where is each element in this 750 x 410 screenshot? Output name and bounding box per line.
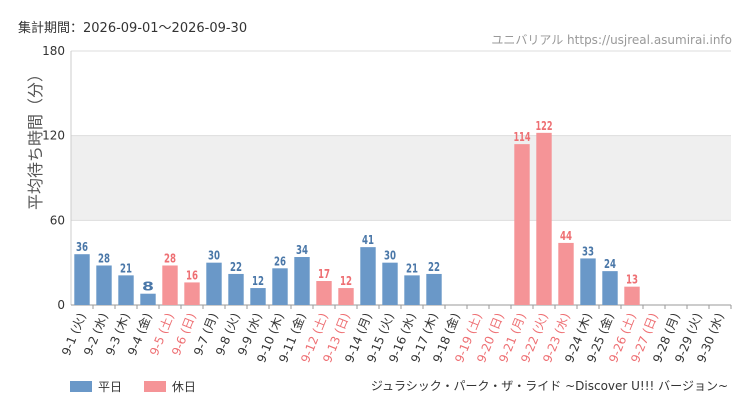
bar xyxy=(96,265,112,305)
bar xyxy=(272,268,288,305)
data-label: 41 xyxy=(362,233,374,247)
data-label: 30 xyxy=(208,249,220,263)
bar xyxy=(228,273,244,305)
legend-swatch-weekday xyxy=(70,381,92,392)
bar xyxy=(382,262,398,305)
bar xyxy=(206,262,222,305)
data-label: 22 xyxy=(428,260,440,274)
site-link[interactable]: ユニバリアル https://usjreal.asumirai.info xyxy=(491,33,732,47)
bar xyxy=(580,258,596,305)
y-tick-label: 180 xyxy=(42,44,65,58)
bar xyxy=(184,282,200,305)
period-label: 集計期間：2026-09-01〜2026-09-30 xyxy=(18,21,248,36)
data-label: 114 xyxy=(514,130,531,144)
bar xyxy=(426,273,442,305)
attraction-name: ジュラシック・パーク・ザ・ライド ~Discover U!!! バージョン~ xyxy=(370,379,728,393)
data-label: 12 xyxy=(340,274,352,288)
bar xyxy=(360,247,376,305)
bar xyxy=(624,286,640,305)
data-label: 16 xyxy=(186,268,198,282)
bar xyxy=(558,242,574,305)
data-label: 12 xyxy=(252,274,264,288)
bar xyxy=(536,132,552,305)
data-label: 8 xyxy=(142,280,154,294)
data-label: 17 xyxy=(318,267,330,281)
bar xyxy=(602,271,618,305)
bar xyxy=(74,254,90,305)
data-label: 122 xyxy=(536,119,553,133)
data-label: 30 xyxy=(384,249,396,263)
legend-label-holiday: 休日 xyxy=(171,380,196,394)
data-label: 26 xyxy=(274,254,286,268)
y-tick-label: 120 xyxy=(42,129,65,143)
y-tick-label: 60 xyxy=(50,213,65,227)
data-label: 34 xyxy=(296,243,308,257)
plot-band xyxy=(71,135,731,221)
legend-swatch-holiday xyxy=(143,381,166,392)
data-label: 21 xyxy=(406,261,418,275)
data-label: 33 xyxy=(582,244,594,258)
legend-item-holiday: 休日 xyxy=(143,378,196,395)
bar xyxy=(404,275,420,305)
data-label: 36 xyxy=(76,240,88,254)
data-label: 13 xyxy=(626,273,638,287)
bar xyxy=(140,293,156,305)
legend: 平日 休日 xyxy=(70,378,214,395)
bar xyxy=(162,265,178,305)
bar xyxy=(316,281,332,305)
data-label: 21 xyxy=(120,261,132,275)
data-label: 28 xyxy=(98,251,110,265)
bar xyxy=(338,288,354,305)
legend-label-weekday: 平日 xyxy=(98,380,123,394)
legend-item-weekday: 平日 xyxy=(70,378,122,395)
bar xyxy=(514,144,530,305)
plot-band xyxy=(71,51,731,136)
data-label: 22 xyxy=(230,260,242,274)
bar xyxy=(294,257,310,305)
data-label: 28 xyxy=(164,251,176,265)
data-label: 24 xyxy=(604,257,616,271)
y-tick-label: 0 xyxy=(57,298,65,312)
data-label: 44 xyxy=(560,229,572,243)
bar xyxy=(250,288,266,305)
bar xyxy=(118,275,134,305)
